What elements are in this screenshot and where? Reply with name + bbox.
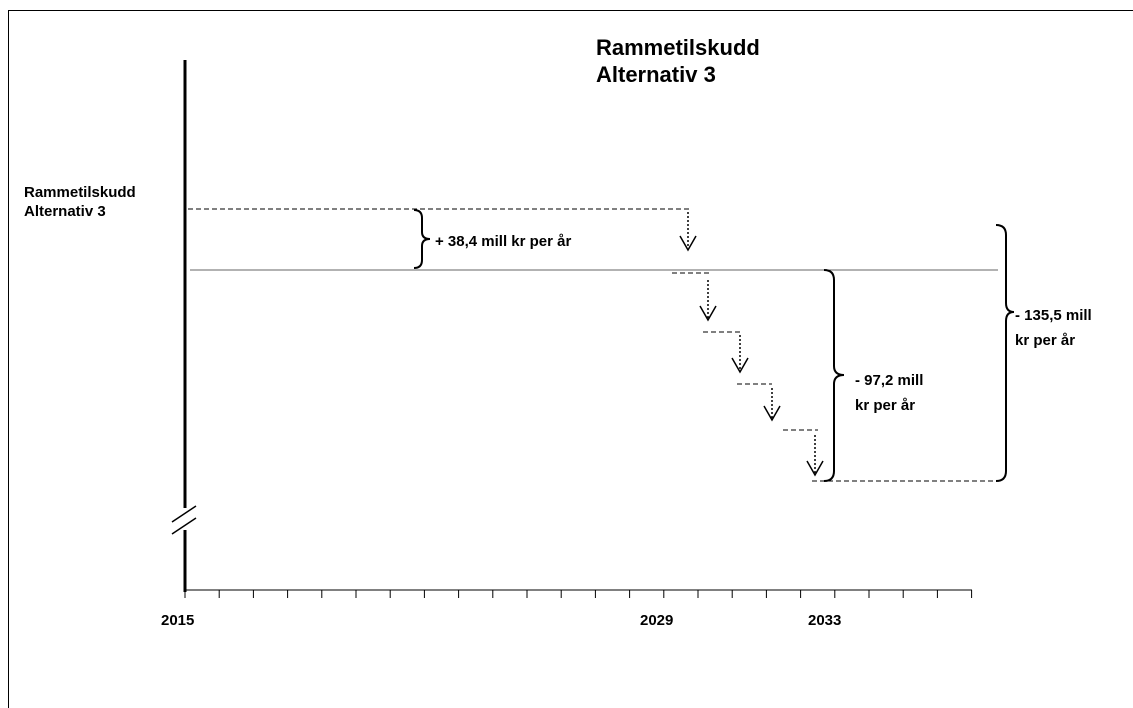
arrow-head	[763, 405, 781, 422]
brace	[413, 209, 431, 269]
annotation: kr per år	[855, 397, 915, 414]
arrow-head	[806, 460, 824, 477]
levels	[188, 208, 998, 482]
brace	[995, 224, 1015, 482]
axis-break	[171, 505, 197, 523]
arrow-head	[731, 357, 749, 374]
x-label: 2015	[161, 612, 194, 629]
brace	[823, 269, 845, 482]
axes	[171, 60, 973, 598]
annotation: - 135,5 mill	[1015, 307, 1092, 324]
arrow-head	[679, 235, 697, 252]
frame	[8, 10, 1133, 708]
level-label: Alternativ 3	[24, 203, 106, 220]
braces	[413, 209, 1015, 482]
title: Alternativ 3	[596, 62, 716, 87]
x-label: 2029	[640, 612, 673, 629]
arrows	[679, 212, 824, 477]
axis-break	[171, 517, 197, 535]
arrow-head	[699, 305, 717, 322]
annotation: - 97,2 mill	[855, 372, 923, 389]
level-label: Rammetilskudd	[24, 184, 136, 201]
title: Rammetilskudd	[596, 35, 760, 60]
annotation: + 38,4 mill kr per år	[435, 233, 571, 250]
ticks	[184, 590, 973, 598]
x-label: 2033	[808, 612, 841, 629]
annotation: kr per år	[1015, 332, 1075, 349]
